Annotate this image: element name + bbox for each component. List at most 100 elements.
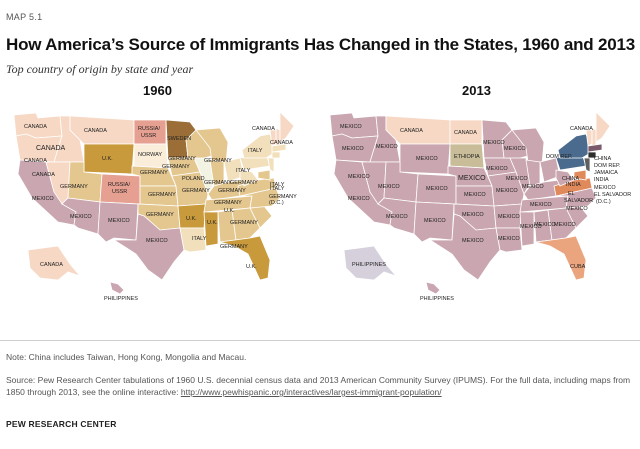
label-ms-2013: MEXICO — [520, 224, 542, 230]
label-ut-2013: MEXICO — [378, 184, 400, 190]
label-md-2013: EL SALVADOR — [594, 192, 631, 198]
state-la-1960 — [179, 227, 207, 253]
source-body: Source: Pew Research Center tabulations … — [6, 375, 631, 397]
label-oh-1960: ITALY — [236, 168, 251, 174]
label-ga-2013: MEXICO — [554, 222, 576, 228]
state-fl-1960 — [219, 235, 271, 281]
map-1960: CANADA CANADA CANADA CANADA RUSSIA/ USSR… — [13, 111, 297, 302]
label-ks-1960: GERMANY — [148, 192, 176, 198]
label-ri-1960: ITALY — [270, 186, 285, 192]
label-il-1960: POLAND — [182, 176, 205, 182]
label-co2-1960: USSR — [112, 189, 127, 195]
label-ca-2013: MEXICO — [348, 196, 370, 202]
figure-subtitle: Top country of origin by state and year — [6, 62, 194, 76]
state-nj-2013 — [583, 157, 591, 173]
label-pa-2013: CHINA — [562, 176, 579, 182]
map-2013: MEXICO CANADA CANADA MEXICO CANADA ETHIO… — [329, 111, 631, 302]
label-tn-1960: GERMANY — [214, 200, 242, 206]
label-hi-2013: PHILIPPINES — [420, 296, 454, 302]
state-ct-1960 — [271, 151, 281, 159]
label-in-1960: GERMANY — [204, 180, 232, 186]
label-ok-1960: GERMANY — [146, 212, 174, 218]
label-ma-2013: DOM REP. — [594, 163, 621, 169]
label-az-2013: MEXICO — [386, 214, 408, 220]
label-hi-1960: PHILIPPINES — [104, 296, 138, 302]
label-wi-1960: GERMANY — [168, 156, 196, 162]
label-al-1960: GERMANY — [230, 220, 258, 226]
state-ms-2013 — [519, 211, 535, 247]
state-hi-2013 — [425, 281, 441, 295]
label-wa-1960: CANADA — [24, 124, 47, 130]
label-fl-2013: CUBA — [570, 264, 586, 270]
label-ny-1960: ITALY — [248, 148, 263, 154]
label-nv-2013: MEXICO — [348, 174, 370, 180]
label-tn-2013: MEXICO — [530, 202, 552, 208]
state-tx-2013 — [428, 213, 501, 281]
note-text: Note: China includes Taiwan, Hong Kong, … — [6, 352, 247, 362]
state-hi-1960 — [109, 281, 125, 295]
map-number: MAP 5.1 — [6, 12, 43, 22]
label-ar-1960: U.K. — [186, 216, 197, 222]
state-nj-1960 — [267, 157, 275, 173]
state-nd-1960 — [133, 119, 167, 145]
label-ak-1960: CANADA — [40, 262, 63, 268]
label-mo-2013: MEXICO — [496, 188, 518, 194]
org-name: PEW RESEARCH CENTER — [6, 419, 117, 429]
label-ga-1960: GERMANY — [220, 244, 248, 250]
state-md-2013 — [573, 169, 587, 181]
label-id-2013: MEXICO — [376, 144, 398, 150]
interactive-link[interactable]: http://www.pewhispanic.org/interactives/… — [180, 387, 442, 397]
label-al-2013: MEXICO — [534, 222, 556, 228]
label-nj-2013: INDIA — [594, 177, 609, 183]
label-ct-2013: JAMAICA — [594, 170, 618, 176]
state-ga-2013 — [547, 207, 577, 241]
label-ia-2013: MEXICO — [486, 166, 508, 172]
label-ut-1960: GERMANY — [60, 184, 88, 190]
state-ak-1960 — [27, 245, 82, 281]
label-mo-1960: GERMANY — [182, 188, 210, 194]
label-pa-1960: GERMANY — [230, 180, 258, 186]
label-ks-2013: MEXICO — [464, 192, 486, 198]
state-la-2013 — [495, 227, 523, 253]
state-ak-2013 — [343, 245, 398, 281]
label-in-2013: MEXICO — [522, 184, 544, 190]
label-de-1960: ITALY — [270, 182, 285, 188]
label-co-2013: MEXICO — [426, 186, 448, 192]
label-va3-2013: SALVADOR — [564, 198, 593, 204]
state-ct-2013 — [587, 151, 597, 159]
label-mn-1960: SWEDEN — [167, 136, 191, 142]
label-nd-1960: RUSSIA/ — [138, 126, 160, 132]
label-sd-2013: ETHIOPIA — [454, 154, 480, 160]
divider-line — [0, 340, 640, 341]
label-va2-2013: EL — [568, 191, 575, 197]
label-wi-2013: MEXICO — [504, 146, 526, 152]
state-md-1960 — [257, 169, 271, 181]
label-tx-1960: MEXICO — [146, 238, 168, 244]
label-sd-1960: NORWAY — [138, 152, 162, 158]
label-wa-2013: MEXICO — [340, 124, 362, 130]
figure-title: How America’s Source of Immigrants Has C… — [6, 35, 636, 54]
label-fl-1960: U.K. — [246, 264, 257, 270]
label-vt-2013: CANADA — [570, 126, 593, 132]
map-1960-year: 1960 — [143, 83, 172, 98]
label-ak-2013: PHILIPPINES — [352, 262, 386, 268]
label-nm-2013: MEXICO — [424, 218, 446, 224]
source-text: Source: Pew Research Center tabulations … — [6, 374, 631, 398]
state-wv-2013 — [555, 169, 575, 187]
state-tx-1960 — [112, 213, 185, 281]
label-la-1960: ITALY — [192, 236, 207, 242]
label-ne-1960: GERMANY — [140, 170, 168, 176]
label-mi-1960: GERMANY — [204, 158, 232, 164]
map-2013-year: 2013 — [462, 83, 491, 98]
label-wy-1960: U.K. — [102, 156, 113, 162]
label-il-2013: MEXICO — [506, 176, 528, 182]
label-ky-1960: GERMANY — [218, 188, 246, 194]
state-wv-1960 — [239, 169, 259, 187]
label-va-2013: INDIA — [566, 182, 581, 188]
state-ms-1960 — [203, 211, 219, 247]
label-dc-1960: GERMANY — [269, 194, 297, 200]
label-ok-2013: MEXICO — [462, 212, 484, 218]
label-ne-2013: MEXICO — [458, 175, 486, 182]
label-nd-2013: CANADA — [454, 130, 477, 136]
label-ca-1960: MEXICO — [32, 196, 54, 202]
